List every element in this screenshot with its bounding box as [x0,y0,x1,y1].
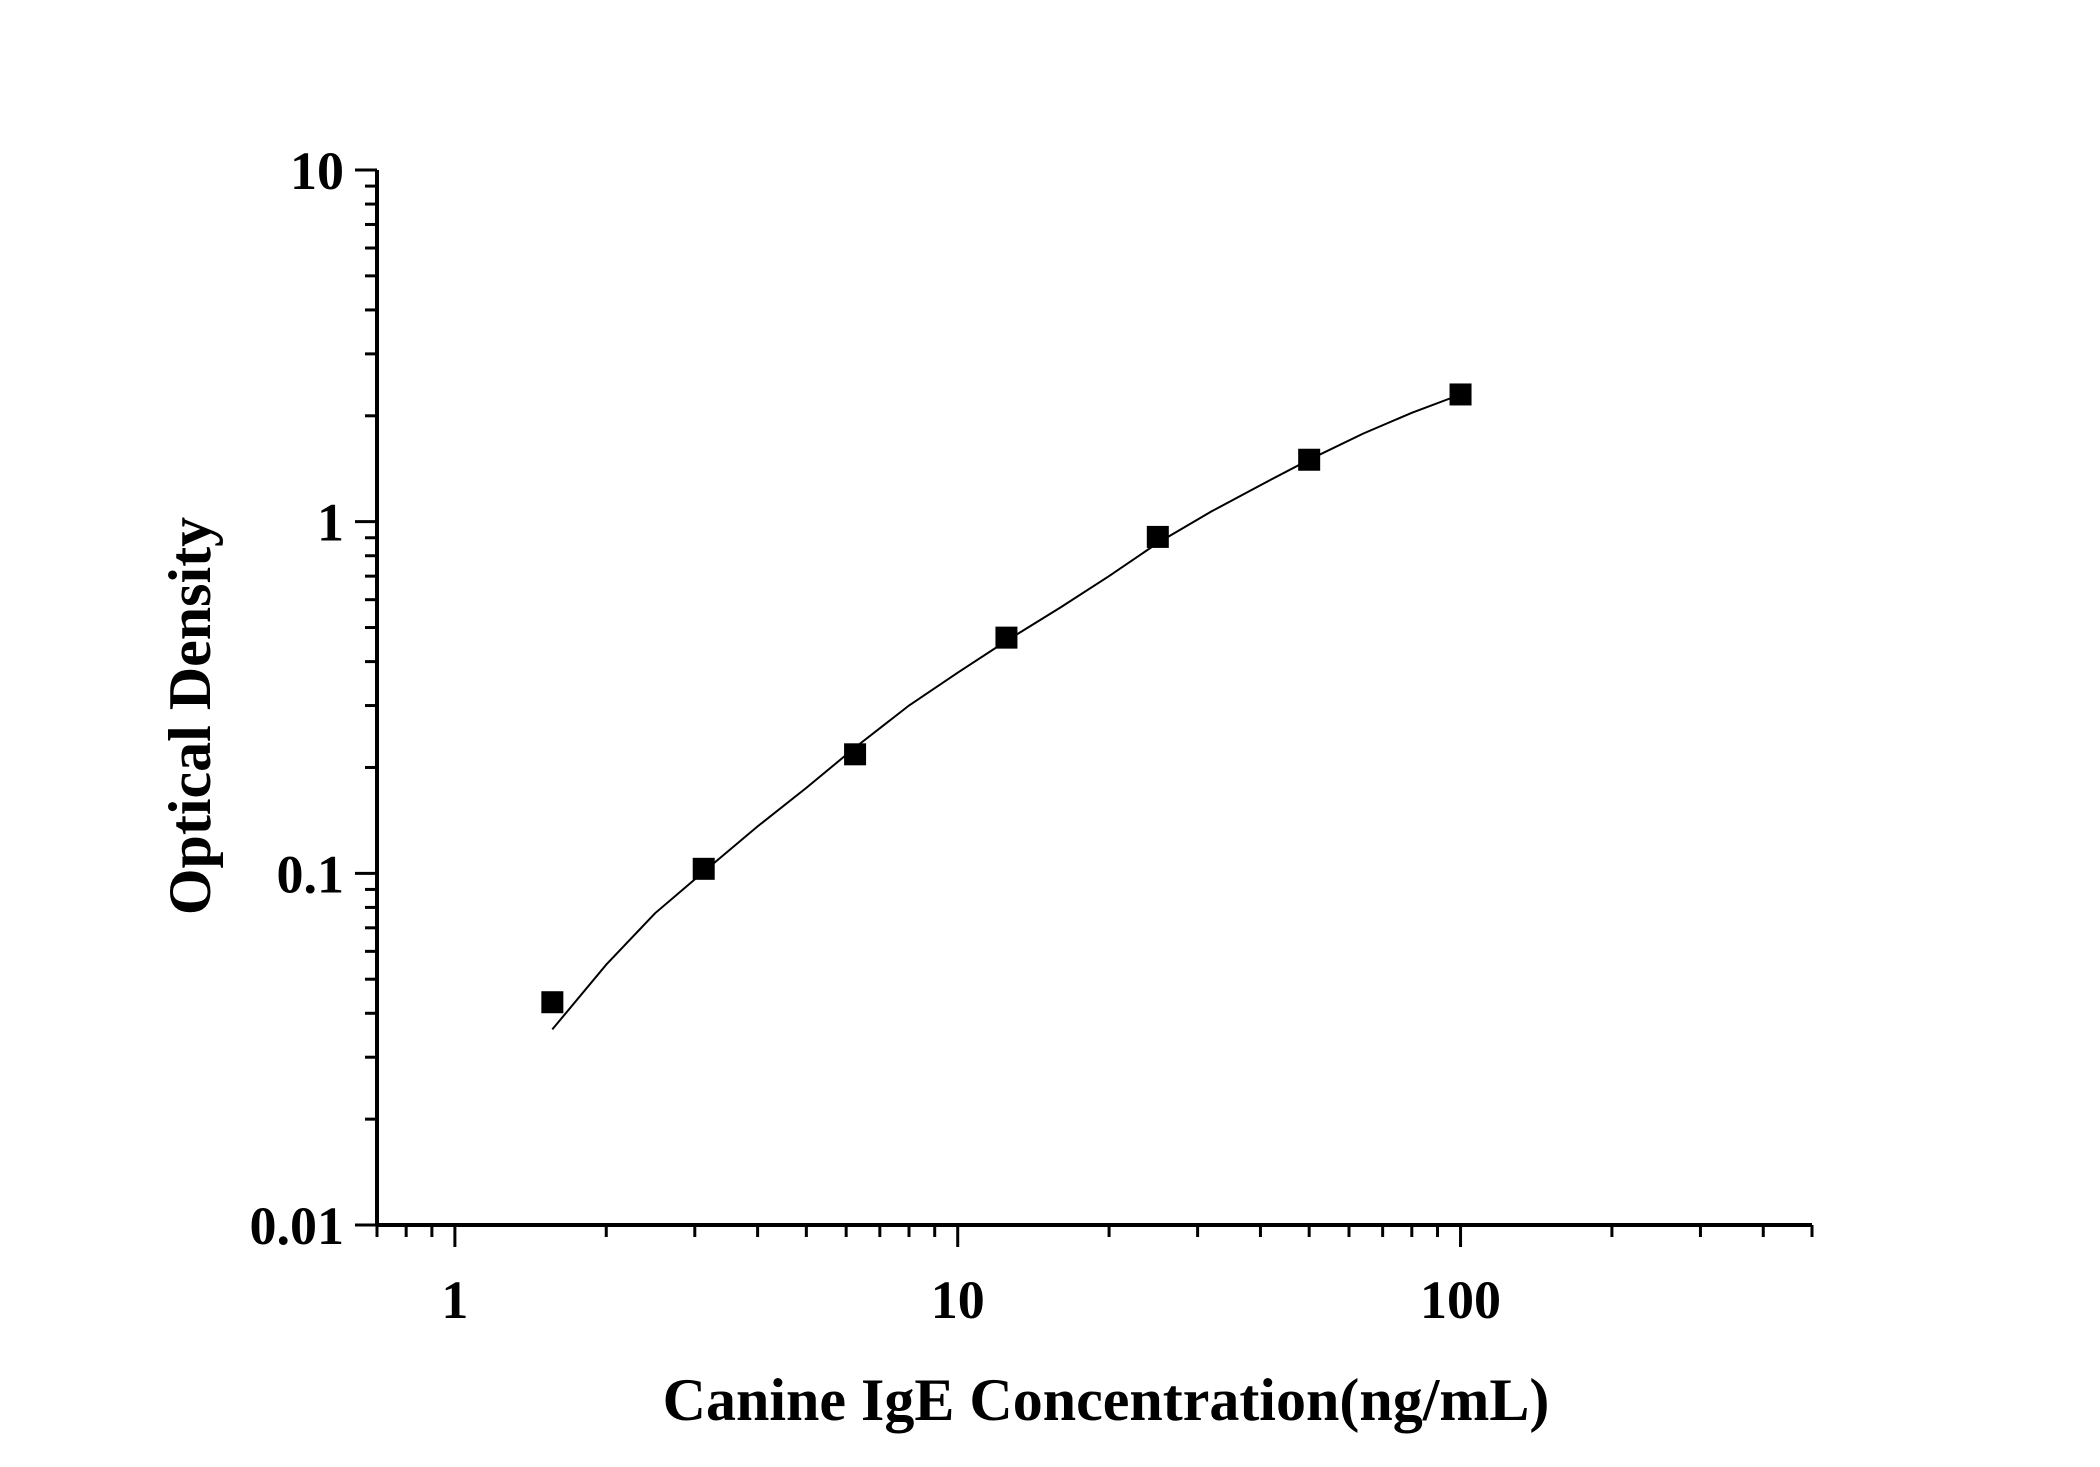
x-tick-label: 100 [1420,1270,1501,1330]
minor-ticks [365,184,1814,1237]
y-tick-label: 10 [290,141,344,201]
axes [375,170,1812,1227]
tick-labels: 1 10 100 0.01 0.1 1 10 [250,141,1502,1330]
data-point [1298,448,1321,471]
x-tick-label: 1 [441,1270,468,1330]
y-tick-label: 1 [317,493,344,553]
major-ticks [355,168,1463,1247]
y-tick-label: 0.01 [250,1196,345,1256]
x-tick-label: 10 [931,1270,985,1330]
data-point [1449,383,1472,406]
data-point [692,857,715,880]
fitted-curve-line [551,393,1461,1031]
data-point [995,626,1018,649]
x-axis-title: Canine IgE Concentration(ng/mL) [663,1367,1550,1433]
y-axis-title: Optical Density [157,517,223,915]
y-tick-label: 0.1 [277,844,345,904]
data-points [541,383,1472,1014]
data-point [1146,525,1169,548]
data-point [541,991,564,1014]
data-point [844,743,867,766]
